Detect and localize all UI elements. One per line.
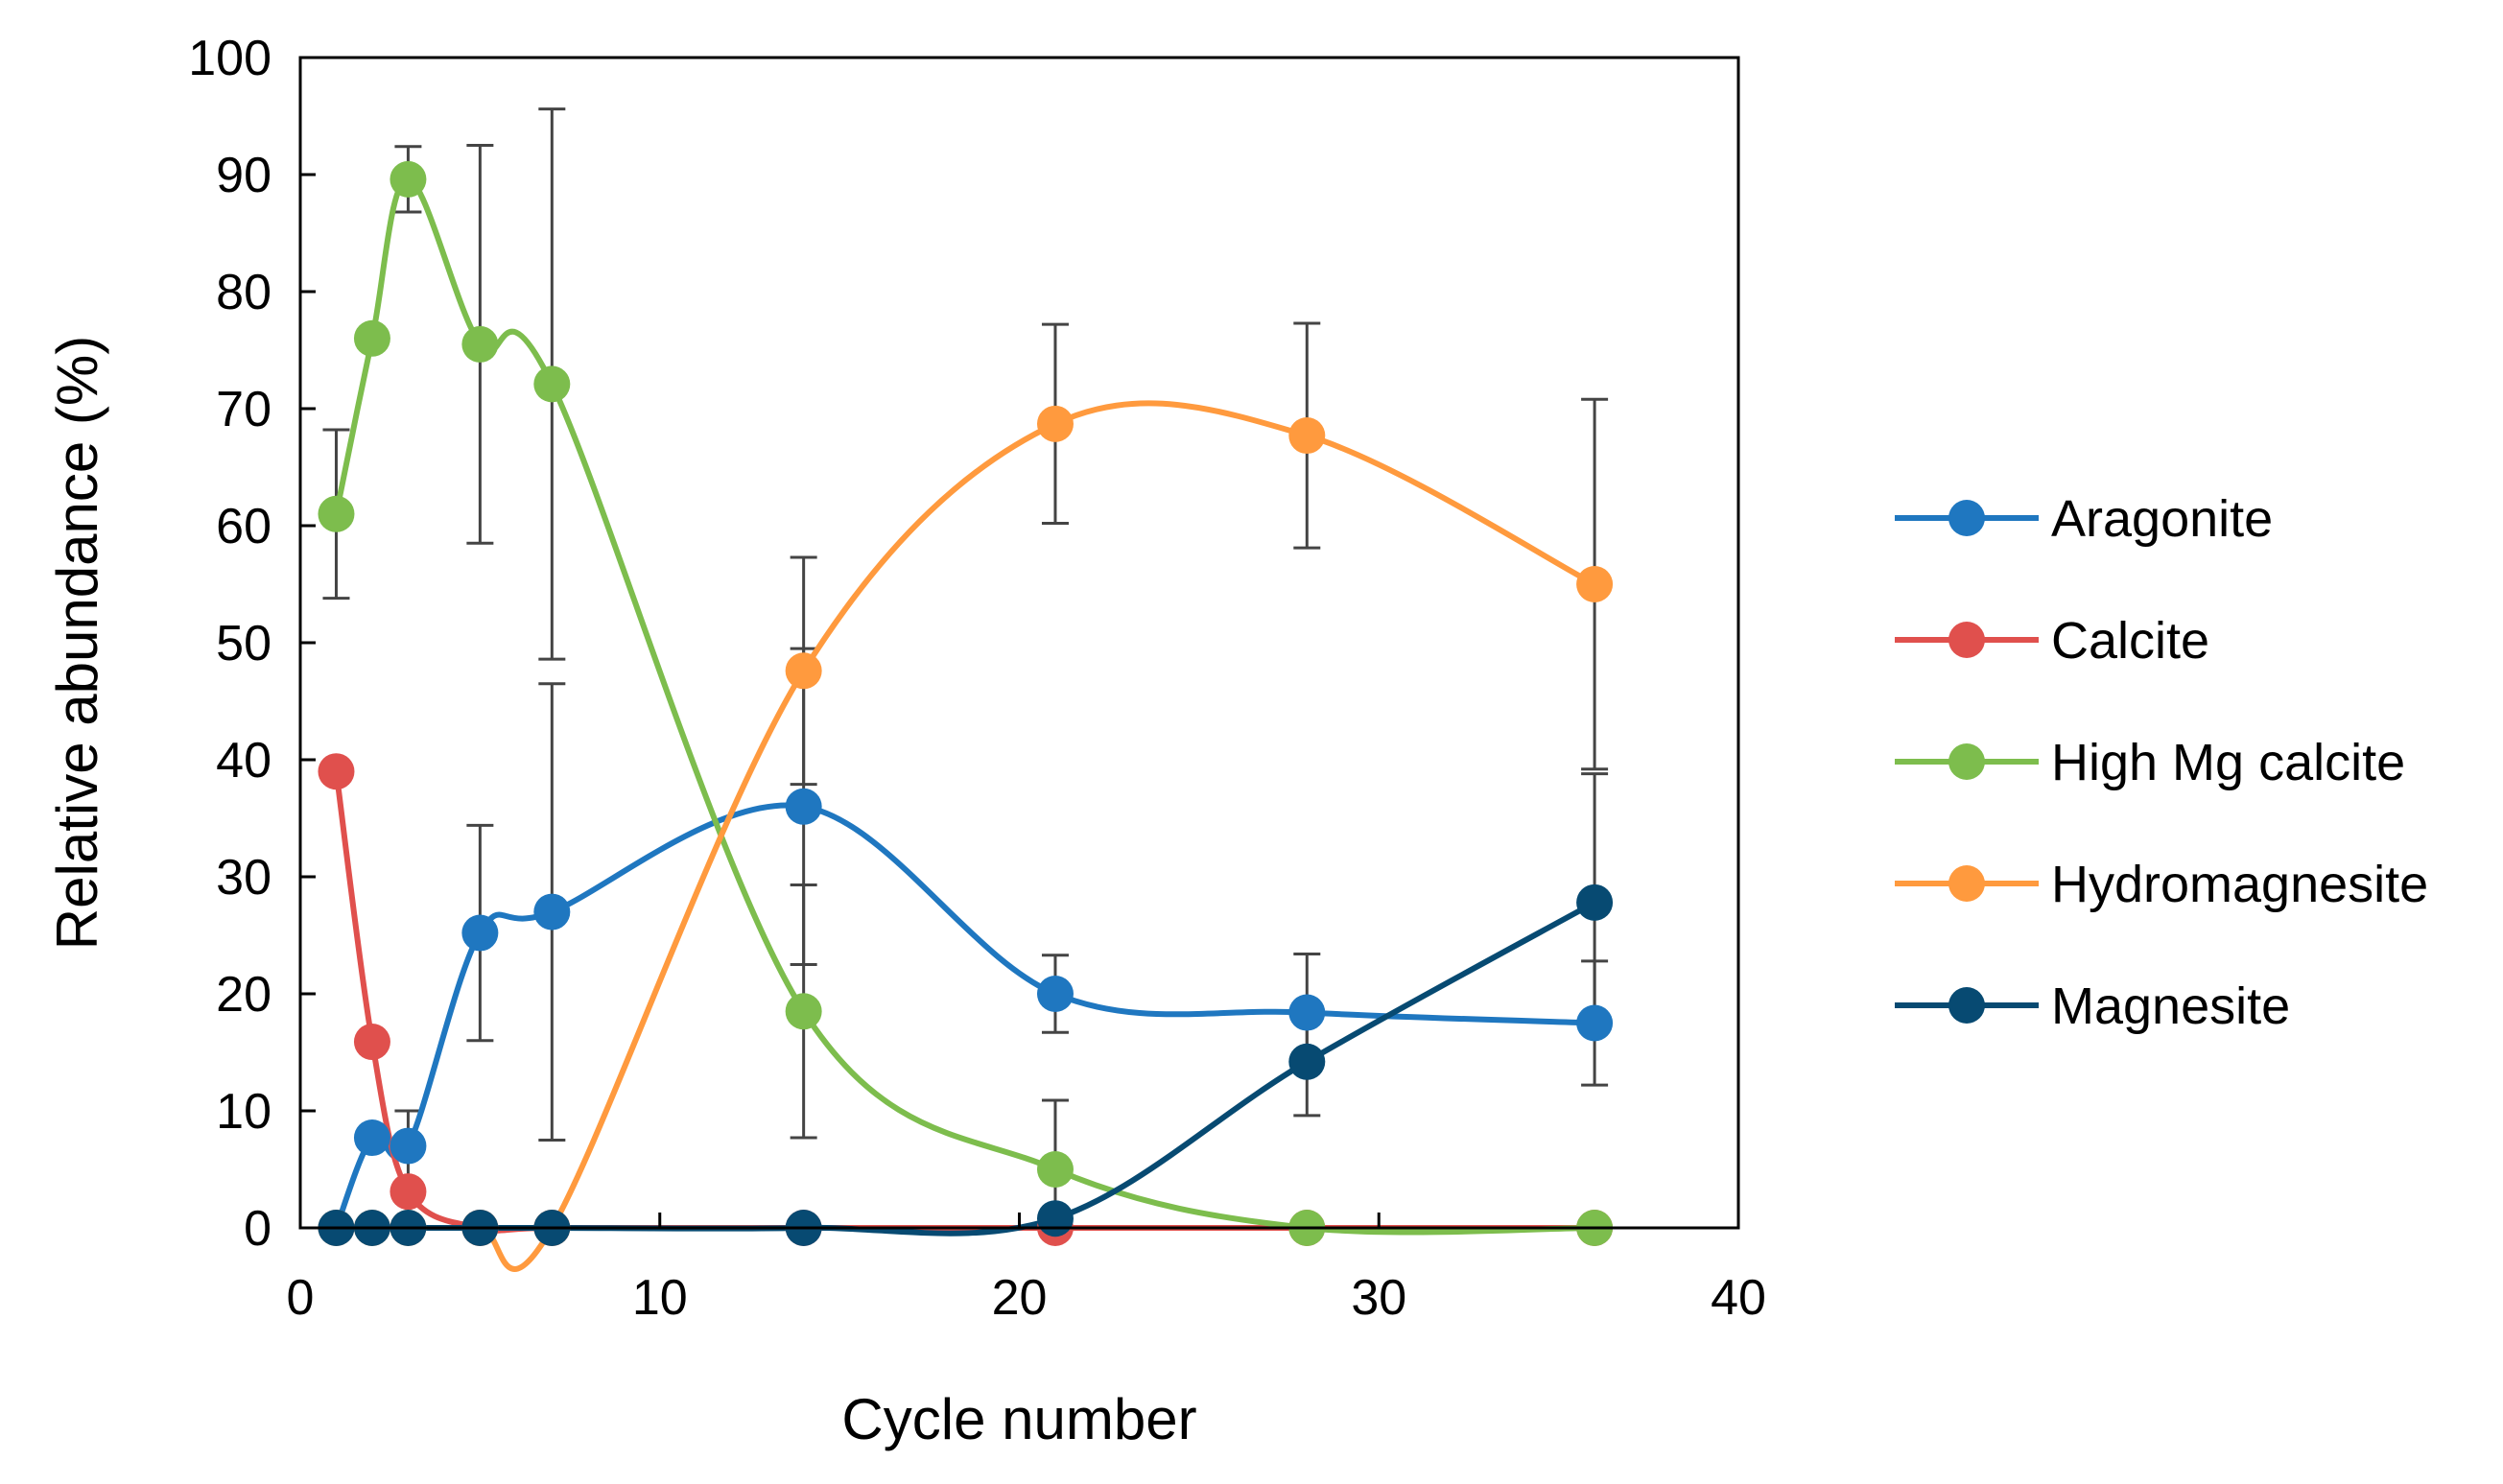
data-point-high-mg-calcite (785, 993, 822, 1030)
data-point-hydromagnesite (1036, 405, 1074, 442)
series-line-calcite (333, 770, 1595, 1234)
data-point-calcite (318, 753, 355, 790)
series-markers (318, 160, 1614, 1246)
data-point-aragonite (1036, 976, 1074, 1012)
series-lines (333, 176, 1596, 1272)
legend: Aragonite Calcite High Mg calcite Hydromagn… (1895, 490, 2428, 1035)
data-point-magnesite (1576, 883, 1614, 921)
legend-swatch-marker (1948, 865, 1985, 902)
y-tick-label: 90 (216, 148, 272, 203)
series-line-aragonite (333, 802, 1595, 1230)
y-tick-label: 30 (216, 850, 272, 906)
legend-label: Magnesite (2051, 978, 2290, 1035)
data-point-high-mg-calcite (1036, 1151, 1074, 1188)
data-point-hydromagnesite (1576, 566, 1614, 602)
y-tick-label: 60 (216, 499, 272, 554)
data-point-calcite (353, 1024, 390, 1061)
y-tick-label: 20 (216, 967, 272, 1023)
data-point-aragonite (390, 1127, 427, 1165)
data-point-aragonite (1288, 994, 1326, 1031)
data-point-aragonite (353, 1119, 390, 1157)
data-point-aragonite (785, 788, 822, 825)
x-tick-label: 20 (992, 1270, 1048, 1326)
x-tick-label: 30 (1351, 1270, 1406, 1326)
data-point-magnesite (1288, 1043, 1326, 1080)
data-point-high-mg-calcite (533, 365, 571, 403)
legend-item: Calcite (1895, 612, 2209, 670)
legend-label: Calcite (2051, 612, 2209, 670)
data-point-high-mg-calcite (461, 325, 499, 363)
y-tick-label: 80 (216, 265, 272, 320)
series-line-high-mg-calcite (333, 176, 1595, 1236)
y-tick-label: 70 (216, 382, 272, 437)
data-point-high-mg-calcite (390, 160, 427, 198)
y-tick-label: 100 (188, 31, 272, 86)
legend-item: High Mg calcite (1895, 734, 2405, 791)
data-point-aragonite (533, 893, 571, 930)
legend-label: High Mg calcite (2051, 734, 2405, 791)
x-axis-title: Cycle number (841, 1387, 1196, 1451)
legend-item: Hydromagnesite (1895, 856, 2428, 913)
data-point-aragonite (461, 914, 499, 952)
legend-item: Aragonite (1895, 490, 2273, 548)
data-point-high-mg-calcite (353, 319, 390, 357)
y-tick-label: 40 (216, 733, 272, 789)
legend-label: Aragonite (2051, 490, 2273, 548)
data-point-hydromagnesite (785, 652, 822, 690)
data-point-magnesite (1036, 1200, 1074, 1237)
x-tick-label: 10 (632, 1270, 688, 1326)
legend-swatch-marker (1948, 743, 1985, 780)
series-line-magnesite (336, 900, 1596, 1237)
y-tick-label: 10 (216, 1084, 272, 1140)
data-point-high-mg-calcite (318, 495, 355, 532)
legend-swatch-marker (1948, 500, 1985, 536)
y-axis-title: Relative abundance (%) (45, 336, 109, 950)
x-tick-label: 0 (287, 1270, 315, 1326)
legend-label: Hydromagnesite (2051, 856, 2428, 913)
y-axis-ticks: 0 10 20 30 40 50 60 70 80 90 100 (188, 31, 316, 1257)
legend-item: Magnesite (1895, 978, 2290, 1035)
data-point-calcite (390, 1173, 427, 1211)
legend-swatch-marker (1948, 622, 1985, 658)
y-tick-label: 0 (244, 1201, 272, 1257)
data-point-hydromagnesite (1288, 417, 1326, 455)
legend-swatch-marker (1948, 987, 1985, 1024)
data-point-aragonite (1576, 1004, 1614, 1042)
y-tick-label: 50 (216, 616, 272, 671)
x-tick-label: 40 (1711, 1270, 1766, 1326)
plot-area-frame (298, 56, 1740, 1230)
x-axis-ticks: 0 10 20 30 40 (287, 1213, 1766, 1326)
error-bars (322, 107, 1609, 1230)
